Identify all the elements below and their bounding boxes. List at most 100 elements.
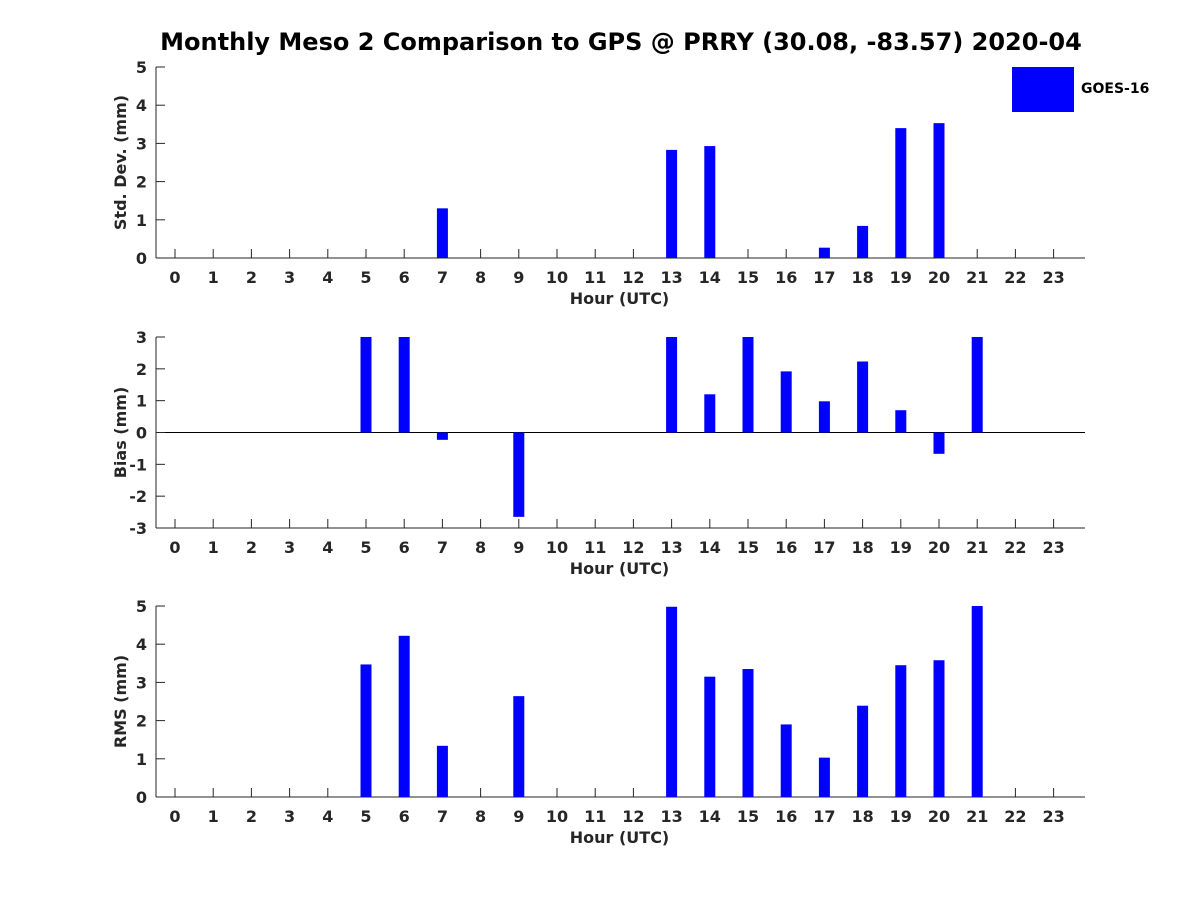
panel-2-bar-19	[895, 410, 907, 433]
panel-2-xtick-label-7: 7	[437, 538, 448, 557]
panel-2-y-label: Bias (mm)	[111, 387, 130, 479]
panel-3-xtick-label-12: 12	[622, 807, 644, 826]
panel-3-bar-18	[857, 705, 869, 797]
legend-swatch	[1012, 67, 1074, 112]
panel-1-ytick-label-5: 5	[136, 58, 147, 77]
panel-2-xtick-label-9: 9	[513, 538, 524, 557]
panel-1-xtick-label-13: 13	[660, 268, 682, 287]
panel-2-ytick-label-2: -1	[129, 455, 147, 474]
panel-1-xtick-label-14: 14	[699, 268, 721, 287]
panel-1-xtick-label-23: 23	[1042, 268, 1064, 287]
panel-2-xtick-label-5: 5	[360, 538, 371, 557]
panel-2-ytick-label-1: -2	[129, 487, 147, 506]
panel-2-xtick-label-1: 1	[208, 538, 219, 557]
panel-1-xtick-label-3: 3	[284, 268, 295, 287]
panel-1-xtick-label-8: 8	[475, 268, 486, 287]
panel-1-xtick-label-4: 4	[322, 268, 333, 287]
panel-2-bar-14	[704, 394, 716, 433]
panel-3-xtick-label-4: 4	[322, 807, 333, 826]
panel-3-xtick-label-11: 11	[584, 807, 606, 826]
panel-2-xtick-label-4: 4	[322, 538, 333, 557]
panel-1-xtick-label-6: 6	[399, 268, 410, 287]
chart-title: Monthly Meso 2 Comparison to GPS @ PRRY …	[160, 28, 1082, 56]
panel-3-xtick-label-10: 10	[546, 807, 568, 826]
panel-2-xtick-label-11: 11	[584, 538, 606, 557]
panel-2-xtick-label-17: 17	[813, 538, 835, 557]
panel-2-xtick-label-10: 10	[546, 538, 568, 557]
panel-1-xtick-label-19: 19	[890, 268, 912, 287]
panel-3-bar-16	[780, 724, 792, 797]
panel-1-xtick-label-17: 17	[813, 268, 835, 287]
panel-3-bar-9	[513, 696, 525, 797]
panel-1-xtick-label-11: 11	[584, 268, 606, 287]
panel-1-xtick-label-15: 15	[737, 268, 759, 287]
panel-3-xtick-label-3: 3	[284, 807, 295, 826]
panel-3-xtick-label-1: 1	[208, 807, 219, 826]
panel-1-bar-7	[436, 208, 448, 258]
panel-3-xtick-label-9: 9	[513, 807, 524, 826]
panel-3-xtick-label-17: 17	[813, 807, 835, 826]
panel-2-xtick-label-23: 23	[1042, 538, 1064, 557]
panel-1-xtick-label-18: 18	[851, 268, 873, 287]
panel-1-xtick-label-0: 0	[169, 268, 180, 287]
panel-3-bar-19	[895, 665, 907, 797]
panel-3-xtick-label-14: 14	[699, 807, 721, 826]
panel-2-xtick-label-2: 2	[246, 538, 257, 557]
panel-3-xtick-label-19: 19	[890, 807, 912, 826]
panel-1-ytick-label-1: 1	[136, 211, 147, 230]
panel-3-ytick-label-1: 1	[136, 750, 147, 769]
panel-2-bar-17	[818, 401, 830, 433]
panel-1-bar-17	[818, 247, 830, 258]
panel-3-x-label: Hour (UTC)	[570, 828, 670, 847]
panel-1-xtick-label-9: 9	[513, 268, 524, 287]
panel-3-ytick-label-3: 3	[136, 673, 147, 692]
panel-2-xtick-label-16: 16	[775, 538, 797, 557]
panel-1-xtick-label-12: 12	[622, 268, 644, 287]
panel-3-xtick-label-2: 2	[246, 807, 257, 826]
panel-2-xtick-label-8: 8	[475, 538, 486, 557]
panel-3-xtick-label-6: 6	[399, 807, 410, 826]
panel-1-xtick-label-1: 1	[208, 268, 219, 287]
panel-3-bar-7	[436, 745, 448, 797]
panel-2-bar-5	[360, 337, 372, 433]
panel-1-xtick-label-7: 7	[437, 268, 448, 287]
panel-1-xtick-label-22: 22	[1004, 268, 1026, 287]
panel-1-x-label: Hour (UTC)	[570, 289, 670, 308]
panel-1-xtick-label-5: 5	[360, 268, 371, 287]
panel-2-bar-18	[857, 361, 869, 433]
panel-2-xtick-label-0: 0	[169, 538, 180, 557]
panel-2-xtick-label-18: 18	[851, 538, 873, 557]
panel-3-bar-20	[933, 660, 945, 797]
panel-2-bar-21	[971, 337, 983, 433]
legend-label: GOES-16	[1081, 81, 1150, 97]
panel-3-ytick-label-4: 4	[136, 635, 147, 654]
panel-2-xtick-label-12: 12	[622, 538, 644, 557]
panel-3-bar-5	[360, 664, 372, 797]
panel-2-bar-9	[513, 432, 525, 517]
panel-3-xtick-label-23: 23	[1042, 807, 1064, 826]
panel-2-x-label: Hour (UTC)	[570, 559, 670, 578]
panel-1-xtick-label-20: 20	[928, 268, 950, 287]
panel-2-bar-6	[398, 337, 410, 433]
panel-1-bar-19	[895, 128, 907, 258]
panel-2-bar-7	[436, 432, 448, 440]
panel-3-xtick-label-18: 18	[851, 807, 873, 826]
panel-1-y-label: Std. Dev. (mm)	[111, 95, 130, 230]
panel-2-xtick-label-21: 21	[966, 538, 988, 557]
panel-3-bar-17	[818, 757, 830, 797]
panel-2-xtick-label-13: 13	[660, 538, 682, 557]
panel-3-xtick-label-7: 7	[437, 807, 448, 826]
panel-2-bar-15	[742, 337, 754, 433]
panel-3-ytick-label-0: 0	[136, 788, 147, 807]
panel-2-ytick-label-0: -3	[129, 519, 147, 538]
panel-3-xtick-label-13: 13	[660, 807, 682, 826]
panel-2-xtick-label-15: 15	[737, 538, 759, 557]
panel-2-ytick-label-6: 3	[136, 328, 147, 347]
panel-2-xtick-label-19: 19	[890, 538, 912, 557]
panel-3-bar-15	[742, 669, 754, 797]
panel-1-bar-18	[857, 225, 869, 258]
panel-3-xtick-label-22: 22	[1004, 807, 1026, 826]
panel-3-bar-14	[704, 676, 716, 797]
panel-2-xtick-label-6: 6	[399, 538, 410, 557]
panel-3-xtick-label-16: 16	[775, 807, 797, 826]
